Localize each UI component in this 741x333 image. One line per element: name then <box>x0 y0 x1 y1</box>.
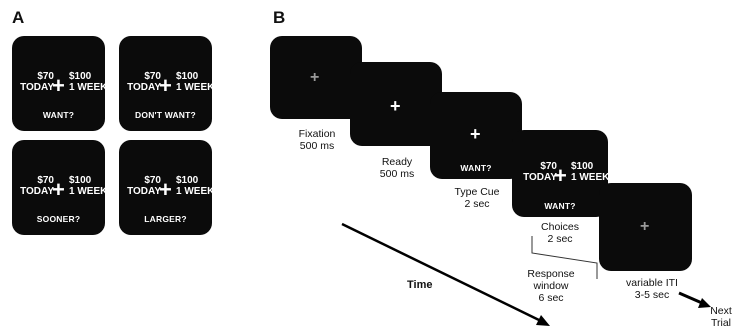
panel-b-label: B <box>273 8 286 27</box>
left-amount: $70 <box>144 71 161 82</box>
left-time: TODAY <box>20 186 54 197</box>
right-amount: $100 <box>176 175 199 186</box>
cue-text: DON'T WANT? <box>135 110 196 120</box>
response-window-bracket <box>531 236 598 279</box>
time-arrow <box>341 222 542 323</box>
screen-type-cue: + WANT? <box>430 92 522 179</box>
left-time: TODAY <box>127 186 161 197</box>
screen-choices: $70 TODAY + $100 1 WEEK WANT? <box>512 130 610 217</box>
screen-want: $70 TODAY + $100 1 WEEK WANT? <box>12 36 108 131</box>
caption-response-window: Response window 6 sec <box>527 268 575 304</box>
plus-icon: + <box>52 177 65 202</box>
left-time: TODAY <box>523 172 557 183</box>
caption-choices: Choices 2 sec <box>541 221 579 245</box>
caption-next-trial: Next Trial <box>710 305 732 329</box>
caption-ready: Ready 500 ms <box>379 156 415 180</box>
right-time: 1 WEEK <box>176 186 215 197</box>
plus-icon: + <box>159 73 172 98</box>
ready-cross-icon: + <box>390 96 401 116</box>
left-amount: $70 <box>144 175 161 186</box>
fixation-cross-icon: + <box>310 69 320 86</box>
next-trial-arrow <box>678 291 703 305</box>
right-time: 1 WEEK <box>69 186 108 197</box>
left-amount: $70 <box>540 161 557 172</box>
time-arrow-head <box>536 315 550 326</box>
screen-iti: + <box>599 183 692 271</box>
screen-larger: $70 TODAY + $100 1 WEEK LARGER? <box>119 140 215 235</box>
caption-fixation: Fixation 500 ms <box>298 128 336 152</box>
left-time: TODAY <box>127 82 161 93</box>
left-amount: $70 <box>37 71 54 82</box>
screen-ready: + <box>350 62 442 146</box>
left-amount: $70 <box>37 175 54 186</box>
cue-text: WANT? <box>544 201 576 211</box>
plus-icon: + <box>554 163 567 188</box>
right-time: 1 WEEK <box>69 82 108 93</box>
screen-sooner: $70 TODAY + $100 1 WEEK SOONER? <box>12 140 108 235</box>
right-amount: $100 <box>571 161 594 172</box>
screen-dont-want: $70 TODAY + $100 1 WEEK DON'T WANT? <box>119 36 215 131</box>
plus-icon: + <box>52 73 65 98</box>
caption-iti: variable ITI 3-5 sec <box>626 277 678 301</box>
caption-type-cue: Type Cue 2 sec <box>454 186 500 210</box>
right-time: 1 WEEK <box>176 82 215 93</box>
right-amount: $100 <box>69 71 92 82</box>
next-trial-arrow-head <box>698 298 711 308</box>
cue-text: WANT? <box>42 110 75 120</box>
cue-text: WANT? <box>460 163 492 173</box>
plus-icon: + <box>159 177 172 202</box>
iti-cross-icon: + <box>640 218 650 235</box>
cue-text: SOONER? <box>36 214 81 224</box>
panel-a-label: A <box>12 8 25 27</box>
screen-fixation: + <box>270 36 362 119</box>
plus-icon: + <box>470 124 481 144</box>
cue-text: LARGER? <box>144 214 187 224</box>
time-axis-label: Time <box>407 279 433 291</box>
left-time: TODAY <box>20 82 54 93</box>
right-amount: $100 <box>176 71 199 82</box>
right-amount: $100 <box>69 175 92 186</box>
right-time: 1 WEEK <box>571 172 610 183</box>
